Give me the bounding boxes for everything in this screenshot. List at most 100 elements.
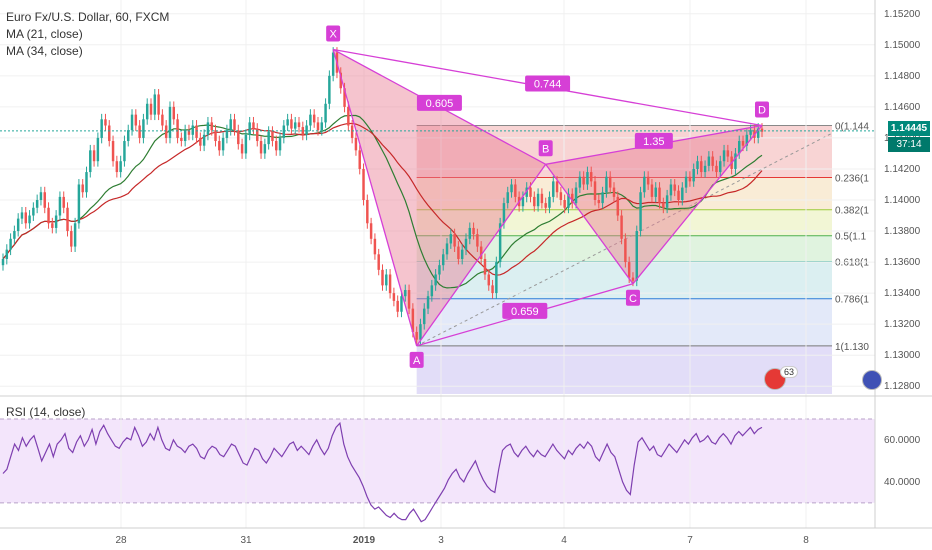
- candle-body: [669, 184, 673, 196]
- candle-body: [404, 290, 407, 297]
- candle-body: [491, 285, 494, 294]
- candle-body: [51, 223, 54, 228]
- candle-body: [252, 122, 255, 129]
- candle-body: [533, 196, 536, 207]
- candle-body: [643, 176, 646, 193]
- candle-body: [506, 192, 509, 204]
- price-tick-label: 1.13200: [884, 319, 921, 330]
- candle-body: [476, 234, 479, 247]
- candle-body: [616, 196, 620, 216]
- ratio-label-box: [525, 75, 571, 92]
- candle-body: [559, 192, 563, 200]
- candle-body: [631, 277, 635, 281]
- candle-body: [221, 137, 225, 151]
- candle-body: [39, 192, 43, 200]
- candle-body: [426, 296, 430, 309]
- rsi-legend[interactable]: RSI (14, close): [6, 405, 86, 419]
- rsi-line: [2, 421, 763, 523]
- rsi-band: [0, 418, 875, 503]
- candle-body: [195, 125, 198, 138]
- ratio-label-box: [502, 302, 548, 319]
- candle-body: [339, 72, 342, 89]
- fib-level-label: 0.5(1.1: [835, 232, 867, 243]
- candle-body: [354, 137, 358, 151]
- candle-body: [176, 119, 179, 138]
- candle-body: [286, 119, 289, 126]
- candle-body: [510, 184, 513, 193]
- candle-body: [43, 192, 46, 208]
- candle-body: [434, 274, 437, 286]
- candle-body: [256, 128, 259, 142]
- time-tick-label: 8: [803, 535, 809, 546]
- point-label-d-box: [755, 101, 769, 118]
- candle-body: [32, 207, 35, 216]
- candle-body: [377, 254, 380, 270]
- candle-body: [96, 137, 100, 162]
- candle-body: [582, 176, 585, 185]
- candle-body: [180, 137, 183, 142]
- ma34-legend[interactable]: MA (34, close): [6, 44, 83, 58]
- candle-body: [187, 130, 191, 135]
- price-tick-label: 1.14200: [884, 164, 921, 175]
- candle-body: [47, 207, 50, 224]
- candle-body: [320, 122, 324, 131]
- pattern-triangle-xab: [333, 49, 546, 346]
- candle-body: [70, 231, 73, 247]
- ma21-legend[interactable]: MA (21, close): [6, 27, 83, 41]
- candle-body: [479, 246, 483, 259]
- candle-body: [468, 227, 472, 239]
- candle-body: [749, 130, 752, 135]
- ma34-line: [2, 122, 763, 276]
- candle-body: [130, 114, 134, 131]
- candle-body: [81, 184, 84, 193]
- candle-body: [89, 150, 92, 173]
- candle-body: [707, 156, 711, 166]
- candle-body: [145, 103, 149, 120]
- candle-body: [331, 52, 335, 76]
- fib-level-label: 1(1.130: [835, 342, 869, 353]
- candle-body: [540, 193, 544, 204]
- bar-countdown: 37:14: [888, 137, 930, 152]
- candle-body: [9, 238, 12, 250]
- events-count-badge[interactable]: 63: [780, 366, 799, 378]
- candle-body: [756, 128, 760, 138]
- candle-body: [233, 119, 236, 131]
- candle-body: [328, 75, 331, 104]
- candle-body: [183, 130, 187, 142]
- candle-body: [161, 114, 164, 126]
- candle-body: [366, 200, 369, 224]
- candle-body: [589, 172, 593, 182]
- candle-body: [597, 200, 601, 204]
- candle-body: [123, 141, 126, 162]
- candle-body: [563, 200, 566, 208]
- candle-body: [244, 134, 248, 154]
- candle-body: [438, 265, 441, 275]
- price-tick-label: 1.12800: [884, 381, 921, 392]
- candle-body: [460, 249, 464, 259]
- candle-body: [218, 141, 221, 151]
- candle-body: [168, 106, 172, 138]
- candle-body: [362, 168, 365, 200]
- candle-body: [498, 223, 502, 263]
- price-tick-label: 1.14000: [884, 195, 921, 206]
- candle-body: [271, 131, 274, 142]
- candle-body: [85, 172, 88, 193]
- candle-body: [681, 187, 684, 200]
- ratio-label-box: [634, 132, 673, 149]
- candle-body: [210, 122, 213, 131]
- symbol-title[interactable]: Euro Fx/U.S. Dollar, 60, FXCM: [6, 10, 170, 24]
- dividend-icon[interactable]: [862, 370, 882, 390]
- candle-body: [627, 262, 631, 278]
- time-tick-label: 4: [561, 535, 567, 546]
- candle-body: [104, 119, 107, 126]
- candle-body: [240, 144, 244, 154]
- candle-body: [24, 212, 28, 224]
- candle-body: [309, 114, 312, 126]
- candle-body: [464, 238, 468, 250]
- candle-body: [305, 125, 308, 135]
- pattern-leg-ab: [416, 163, 547, 347]
- candle-body: [620, 215, 623, 239]
- pattern-labels[interactable]: X A B C D 0.605 0.744 1.35 0.659: [326, 25, 769, 368]
- candle-body: [745, 134, 749, 146]
